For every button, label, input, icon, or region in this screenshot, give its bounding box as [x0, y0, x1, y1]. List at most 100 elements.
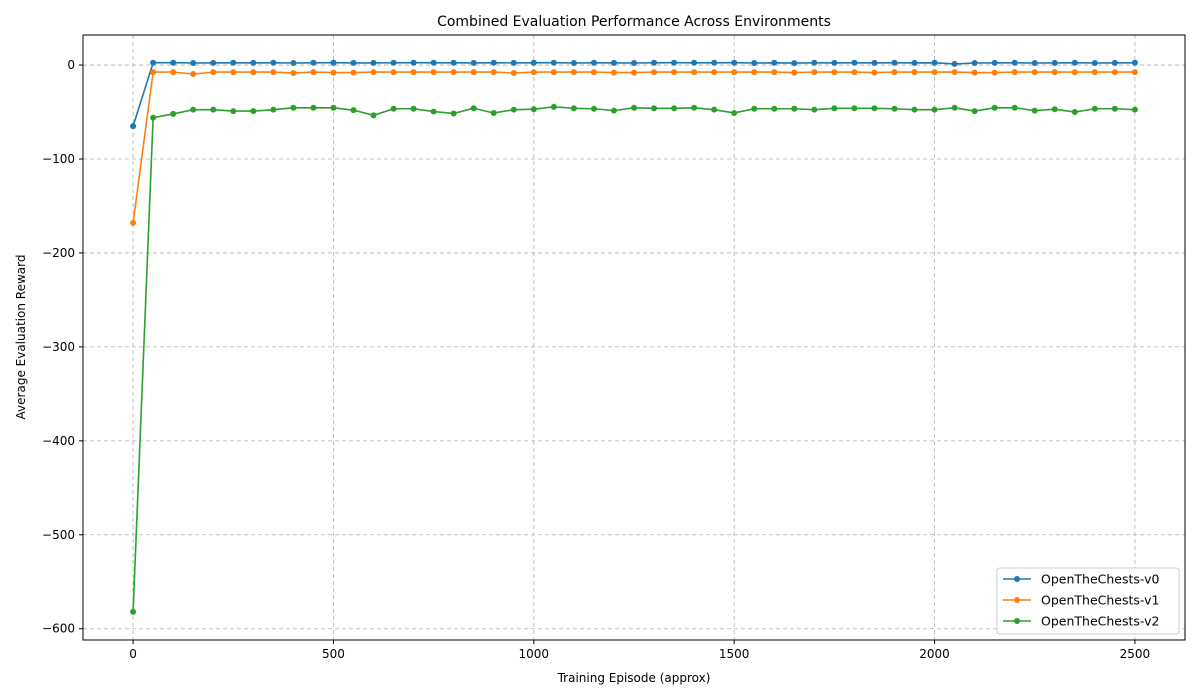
data-point [590, 105, 597, 112]
data-point [1131, 106, 1138, 113]
data-point [210, 59, 217, 66]
data-point [1011, 59, 1018, 66]
data-point [270, 69, 277, 76]
data-point [590, 69, 597, 76]
data-point [731, 69, 738, 76]
y-tick-label: −200 [42, 246, 75, 260]
data-point [1031, 107, 1038, 114]
x-tick-label: 1500 [719, 647, 750, 661]
legend-label: OpenTheChests-v0 [1041, 572, 1159, 587]
data-point [430, 108, 437, 115]
y-tick-label: −300 [42, 340, 75, 354]
data-point [490, 69, 497, 76]
x-tick-label: 2500 [1120, 647, 1151, 661]
data-point [150, 114, 157, 121]
data-point [290, 59, 297, 66]
data-point [290, 104, 297, 111]
data-point [951, 104, 958, 111]
data-point [1031, 59, 1038, 66]
data-point [610, 59, 617, 66]
data-point [230, 59, 237, 66]
data-point [610, 69, 617, 76]
data-point [310, 104, 317, 111]
data-point [130, 123, 137, 130]
data-point [270, 59, 277, 66]
data-point [590, 59, 597, 66]
data-point [1071, 69, 1078, 76]
data-point [851, 59, 858, 66]
chart-title: Combined Evaluation Performance Across E… [437, 14, 831, 30]
y-tick-label: −100 [42, 152, 75, 166]
data-point [991, 104, 998, 111]
y-tick-label: −600 [42, 622, 75, 636]
data-point [410, 69, 417, 76]
data-point [671, 59, 678, 66]
data-point [570, 105, 577, 112]
data-point [891, 105, 898, 112]
data-point [130, 219, 137, 226]
data-point [1111, 105, 1118, 112]
legend-swatch-marker [1014, 597, 1020, 603]
data-point [831, 69, 838, 76]
data-point [570, 69, 577, 76]
y-axis-label: Average Evaluation Reward [14, 255, 28, 420]
data-point [170, 59, 177, 66]
data-point [130, 608, 137, 615]
data-point [871, 105, 878, 112]
data-point [991, 69, 998, 76]
data-point [751, 105, 758, 112]
data-point [651, 69, 658, 76]
data-point [1131, 59, 1138, 66]
data-point [911, 106, 918, 113]
data-point [550, 103, 557, 110]
data-point [971, 59, 978, 66]
data-point [170, 110, 177, 117]
data-point [931, 59, 938, 66]
x-tick-label: 2000 [919, 647, 950, 661]
data-point [310, 59, 317, 66]
data-point [430, 59, 437, 66]
data-point [150, 59, 157, 66]
data-point [410, 59, 417, 66]
data-point [190, 106, 197, 113]
data-point [691, 69, 698, 76]
data-point [731, 109, 738, 116]
data-point [470, 69, 477, 76]
data-point [731, 59, 738, 66]
data-point [250, 108, 257, 115]
data-point [470, 59, 477, 66]
data-point [691, 59, 698, 66]
data-point [631, 104, 637, 111]
data-point [991, 59, 998, 66]
data-point [1131, 69, 1138, 76]
data-point [1031, 69, 1038, 76]
data-point [1011, 104, 1018, 111]
data-point [330, 59, 337, 66]
data-point [210, 106, 217, 113]
data-point [711, 69, 718, 76]
data-point [1051, 59, 1058, 66]
grid [83, 35, 1185, 640]
x-tick-label: 1000 [519, 647, 550, 661]
data-point [270, 106, 277, 113]
data-point [410, 105, 417, 112]
data-point [891, 69, 898, 76]
data-point [190, 70, 197, 77]
data-point [671, 69, 678, 76]
data-point [510, 106, 517, 113]
x-axis-label: Training Episode (approx) [557, 671, 711, 685]
data-point [1091, 59, 1098, 66]
data-point [851, 105, 858, 112]
data-point [771, 59, 778, 66]
data-point [931, 106, 938, 113]
data-point [390, 69, 397, 76]
data-point [971, 108, 978, 115]
data-point [450, 59, 457, 66]
data-point [831, 59, 838, 66]
data-point [891, 59, 898, 66]
data-point [791, 105, 798, 112]
data-point [510, 59, 517, 66]
x-tick-label: 500 [322, 647, 345, 661]
legend-label: OpenTheChests-v2 [1041, 614, 1159, 629]
